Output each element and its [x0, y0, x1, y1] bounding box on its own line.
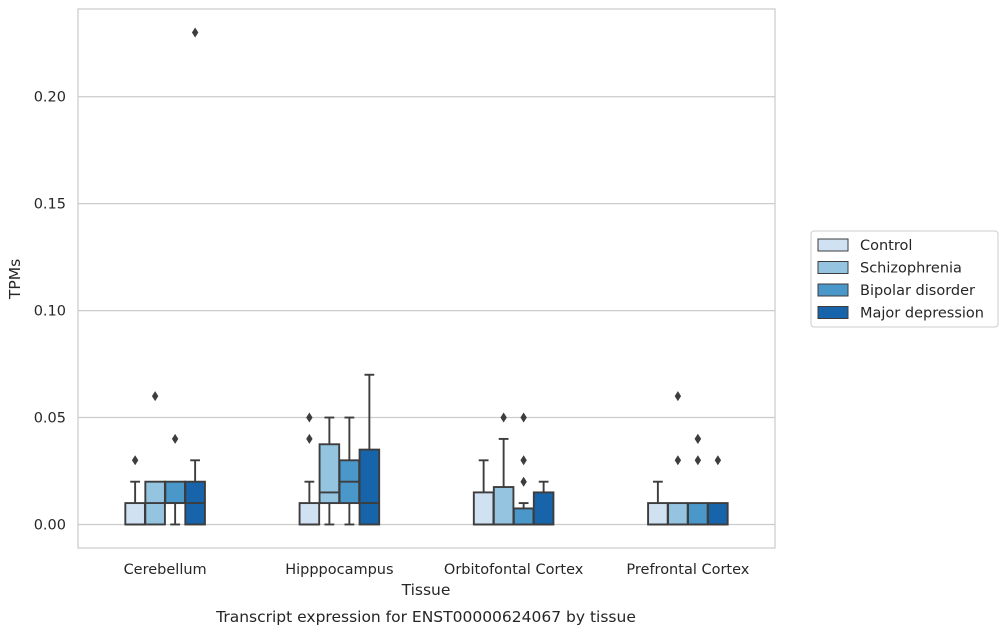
legend-label: Major depression	[860, 306, 984, 322]
x-axis-title: Tissue	[401, 581, 451, 599]
box	[298, 502, 321, 526]
box	[318, 443, 341, 505]
outlier-point	[520, 455, 527, 466]
outlier-point	[191, 27, 199, 38]
y-axis-ticks: 0.00 0.05 0.10 0.15 0.20	[34, 90, 66, 534]
box-group	[707, 455, 729, 526]
box-group	[184, 27, 206, 526]
outlier-point	[171, 433, 179, 444]
y-axis-title: TPMs	[6, 259, 24, 300]
x-tick-label: Orbitofontal Cortex	[444, 562, 584, 578]
legend-frame	[810, 230, 999, 328]
box-group	[687, 433, 709, 526]
box-group	[318, 416, 341, 526]
x-tick-label: Hipppocampus	[285, 562, 393, 578]
box	[512, 507, 535, 526]
box	[472, 491, 495, 526]
outlier-point	[714, 455, 722, 466]
legend-swatch	[817, 283, 849, 297]
box-group	[358, 373, 381, 526]
legend-item: Bipolar disorder	[817, 283, 975, 299]
y-tick-label: 0.05	[34, 411, 66, 427]
legend-label: Schizophrenia	[860, 261, 962, 277]
y-tick-label: 0.20	[34, 90, 66, 106]
outlier-point	[306, 433, 313, 444]
legend-item: Schizophrenia	[817, 261, 962, 277]
box-group	[512, 412, 535, 526]
outlier-point	[694, 455, 702, 466]
box	[124, 502, 146, 526]
legend-swatch	[817, 306, 849, 319]
box	[667, 502, 689, 526]
outlier-point	[131, 455, 139, 466]
y-tick-label: 0.10	[34, 304, 66, 320]
legend-label: Control	[860, 238, 912, 254]
box	[707, 502, 729, 526]
y-tick-label: 0.00	[34, 517, 66, 533]
legend-item: Control	[817, 238, 912, 254]
series-bipolar-disorder	[164, 412, 709, 526]
x-axis-ticks: Cerebellum Hipppocampus Orbitofontal Corte…	[124, 562, 750, 578]
outlier-point	[500, 412, 507, 423]
series-major-depression	[184, 27, 729, 526]
legend-swatch	[817, 261, 849, 274]
outlier-point	[694, 433, 702, 444]
box-group	[144, 391, 166, 526]
box-series	[124, 27, 729, 526]
legend: Control Schizophrenia Bipolar disorder Majo…	[810, 230, 999, 328]
series-control	[124, 412, 669, 526]
plot-area-frame	[77, 8, 776, 549]
box-group	[124, 455, 146, 526]
box	[687, 502, 709, 526]
outlier-point	[151, 391, 159, 402]
outlier-point	[520, 412, 527, 423]
series-schizophrenia	[144, 391, 689, 526]
outlier-point	[674, 455, 682, 466]
outlier-point	[306, 412, 313, 423]
box-group	[667, 391, 689, 526]
gridlines	[78, 96, 775, 526]
legend-label: Bipolar disorder	[860, 283, 975, 299]
box-group	[298, 412, 321, 526]
box-group	[338, 416, 361, 526]
box	[532, 491, 555, 526]
legend-item: Major depression	[817, 306, 984, 322]
box-group	[492, 412, 515, 526]
box-group	[472, 459, 495, 526]
box	[647, 502, 669, 526]
box-group	[532, 480, 555, 526]
y-tick-label: 0.15	[34, 197, 66, 213]
box	[492, 486, 515, 526]
legend-swatch	[817, 238, 849, 252]
box-group	[164, 433, 186, 526]
outlier-point	[520, 476, 527, 487]
outlier-point	[674, 391, 682, 402]
box	[164, 480, 186, 505]
chart-caption: Transcript expression for ENST0000062406…	[215, 608, 636, 626]
box	[358, 448, 381, 526]
box-group	[647, 480, 669, 526]
x-tick-label: Prefrontal Cortex	[626, 562, 749, 578]
x-tick-label: Cerebellum	[124, 562, 207, 578]
